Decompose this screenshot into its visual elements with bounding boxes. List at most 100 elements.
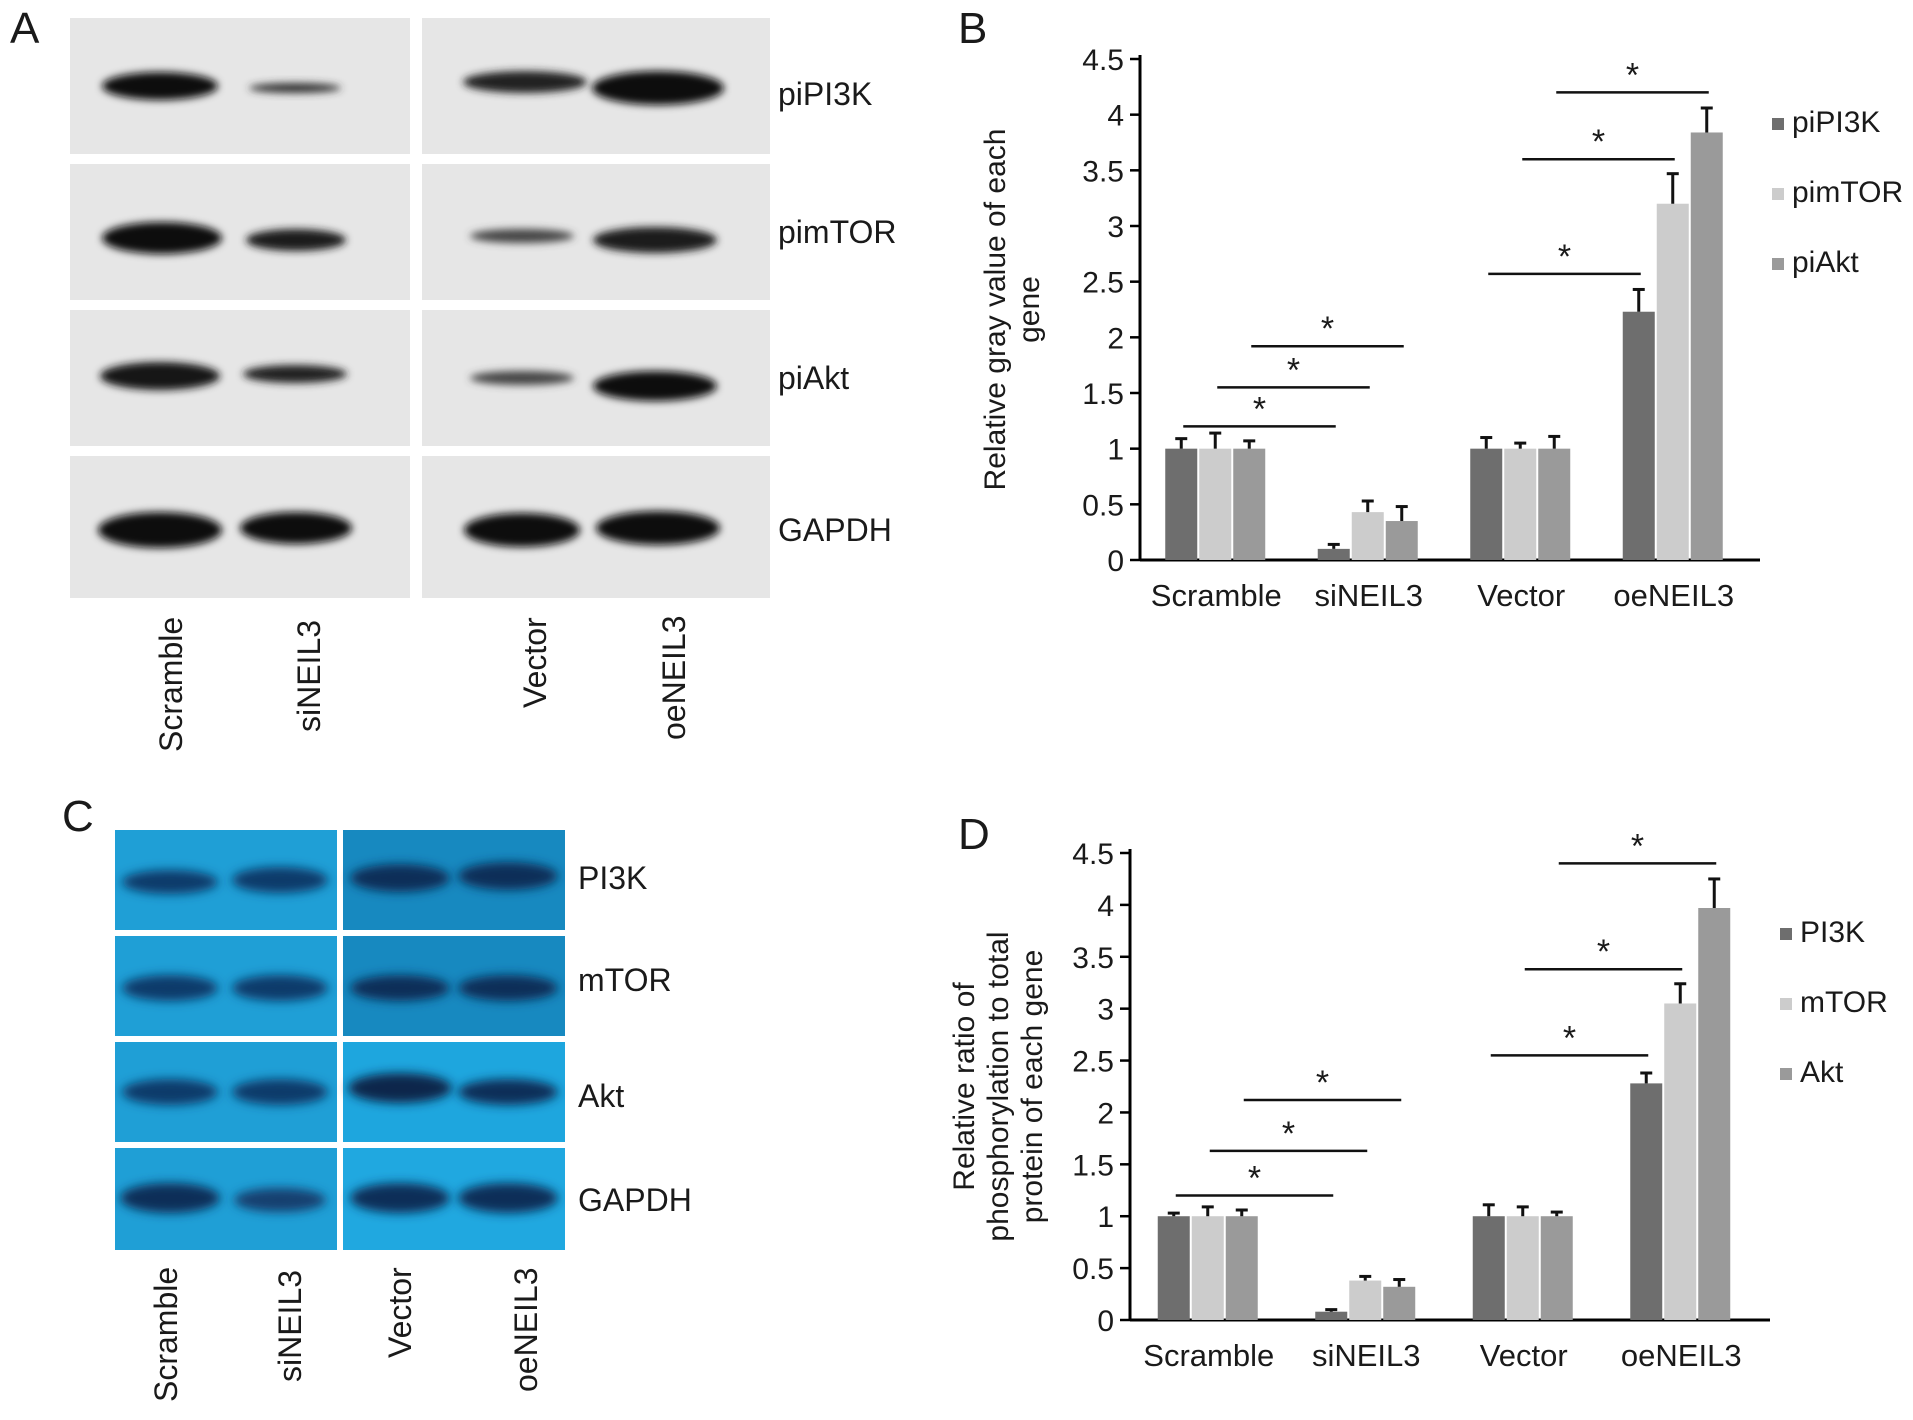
band-a-r3-l4 (593, 371, 717, 401)
chart-b-sig-star-3: * (1558, 238, 1571, 276)
band-a-r4-l1 (98, 512, 222, 548)
chart-b-xtick-label-1: siNEIL3 (1314, 578, 1423, 613)
chart-b-bar-piPI3K-oeNEIL3 (1622, 311, 1655, 560)
blot-c-label-3: Akt (578, 1078, 625, 1114)
band-c-r2-l1 (122, 975, 218, 1001)
band-c-r3-l1 (122, 1079, 218, 1105)
chart-d-legend-swatch-Akt (1780, 1068, 1792, 1080)
chart-d-xtick-label-0: Scramble (1143, 1338, 1274, 1373)
chart-b: 0 0.5 1 1.5 2 2.5 3 3.5 4 4.5 Relative gray value … (979, 44, 1903, 613)
chart-d-bar-mTOR-oeNEIL3 (1664, 1003, 1697, 1320)
chart-b-ylabel-line-1: gene (1013, 276, 1046, 343)
chart-d-legend-swatch-PI3K (1780, 928, 1792, 940)
chart-b-bar-piAkt-Vector (1538, 448, 1571, 560)
chart-b-xtick-label-2: Vector (1477, 578, 1565, 613)
band-c-r1-l2 (232, 867, 328, 893)
panel-d-letter: D (958, 810, 990, 859)
chart-d-ytick-label-1: 0.5 (1072, 1253, 1114, 1286)
chart-b-bar-pimTOR-Vector (1504, 448, 1537, 560)
chart-b-legend-label-pimTOR: pimTOR (1792, 176, 1903, 209)
band-a-r1-l1 (102, 72, 218, 100)
chart-d: 0 0.5 1 1.5 2 2.5 3 3.5 4 4.5 Relative ratio ofpho… (948, 827, 1888, 1373)
band-a-r1-l3 (463, 71, 587, 93)
chart-d-sig-star-3: * (1563, 1019, 1576, 1057)
band-c-r2-l2 (232, 975, 328, 1001)
chart-b-xtick-label-0: Scramble (1151, 578, 1282, 613)
chart-d-sig-star-0: * (1248, 1159, 1261, 1197)
band-c-r1-l3 (350, 864, 450, 892)
blot-c-lane-2: siNEIL3 (272, 1269, 308, 1382)
chart-b-bar-piPI3K-siNEIL3 (1317, 548, 1350, 560)
chart-d-bar-PI3K-Vector (1472, 1216, 1505, 1320)
chart-d-bar-mTOR-Scramble (1191, 1216, 1224, 1320)
band-a-r2-l4 (593, 227, 717, 253)
panel-a-letter: A (10, 4, 40, 53)
blot-a (70, 18, 770, 598)
chart-b-bar-piAkt-siNEIL3 (1385, 521, 1418, 560)
chart-d-sig-star-1: * (1282, 1115, 1295, 1153)
chart-b-ytick-label-3: 1.5 (1082, 378, 1124, 411)
chart-d-legend-label-Akt: Akt (1800, 1056, 1844, 1089)
chart-d-bar-PI3K-Scramble (1157, 1216, 1190, 1320)
band-a-r2-l1 (102, 222, 222, 254)
chart-b-sig-star-0: * (1253, 390, 1266, 428)
chart-d-bar-PI3K-siNEIL3 (1315, 1311, 1348, 1320)
blot-a-bands (98, 71, 724, 548)
chart-d-sig-star-2: * (1316, 1064, 1329, 1102)
blot-c-label-2: mTOR (578, 962, 672, 998)
band-a-r3-l2 (243, 365, 347, 383)
blot-c-label-4: GAPDH (578, 1182, 692, 1218)
chart-d-ytick-label-9: 4.5 (1072, 838, 1114, 871)
blot-c-lane-4: oeNEIL3 (508, 1267, 544, 1392)
blot-a-lane-3: Vector (517, 617, 553, 708)
band-c-r1-l4 (458, 862, 558, 890)
chart-d-legend-label-PI3K: PI3K (1800, 916, 1865, 949)
chart-d-ytick-label-6: 3 (1097, 994, 1114, 1027)
chart-b-bar-pimTOR-siNEIL3 (1351, 512, 1384, 560)
chart-d-ylabel-line-0: Relative ratio of (948, 982, 981, 1191)
chart-b-xtick-label-3: oeNEIL3 (1613, 578, 1734, 613)
chart-d-ytick-label-3: 1.5 (1072, 1149, 1114, 1182)
band-c-r4-l3 (350, 1183, 450, 1213)
band-a-r2-l2 (246, 229, 346, 251)
chart-b-legend-swatch-piAkt (1772, 258, 1784, 270)
chart-d-ytick-label-0: 0 (1097, 1305, 1114, 1338)
blot-c-lane-3: Vector (382, 1267, 418, 1358)
chart-b-sig-star-4: * (1592, 123, 1605, 161)
chart-b-sig-star-2: * (1321, 310, 1334, 348)
chart-d-ylabel-line-2: protein of each gene (1016, 950, 1049, 1224)
chart-b-ytick-label-1: 0.5 (1082, 489, 1124, 522)
band-a-r1-l2 (249, 83, 341, 93)
panel-b-letter: B (958, 4, 988, 53)
chart-b-bar-pimTOR-Scramble (1199, 448, 1232, 560)
chart-b-ytick-label-5: 2.5 (1082, 267, 1124, 300)
band-a-r3-l1 (100, 362, 220, 390)
chart-d-sig-star-4: * (1597, 933, 1610, 971)
band-a-r4-l2 (240, 512, 352, 544)
chart-b-sig-star-1: * (1287, 351, 1300, 389)
blot-a-label-4: GAPDH (778, 512, 892, 548)
chart-d-ytick-label-8: 4 (1097, 890, 1114, 923)
chart-b-ytick-label-9: 4.5 (1082, 44, 1124, 77)
chart-d-ylabel-line-1: phosphorylation to total (982, 931, 1015, 1241)
band-a-r1-l4 (592, 71, 724, 105)
chart-b-ytick-label-4: 2 (1107, 322, 1124, 355)
blot-a-lane-1: Scramble (153, 616, 189, 752)
blot-a-label-2: pimTOR (778, 214, 897, 250)
chart-d-bar-Akt-Vector (1540, 1216, 1573, 1320)
band-c-r3-l3 (348, 1073, 452, 1103)
band-c-r4-l1 (120, 1183, 220, 1213)
blot-a-lane-2: siNEIL3 (291, 619, 327, 732)
chart-d-xtick-label-1: siNEIL3 (1312, 1338, 1421, 1373)
band-a-r4-l3 (464, 513, 580, 547)
blot-a-label-1: piPI3K (778, 76, 873, 112)
chart-d-ytick-label-7: 3.5 (1072, 942, 1114, 975)
band-c-r2-l4 (458, 975, 558, 1001)
band-a-r3-l3 (470, 371, 574, 385)
chart-d-ytick-label-2: 1 (1097, 1201, 1114, 1234)
band-c-r1-l1 (122, 870, 218, 894)
blot-a-label-3: piAkt (778, 360, 850, 396)
blot-c (115, 830, 565, 1250)
chart-b-ylabel-line-0: Relative gray value of each (979, 129, 1012, 491)
panel-c-letter: C (62, 792, 94, 841)
